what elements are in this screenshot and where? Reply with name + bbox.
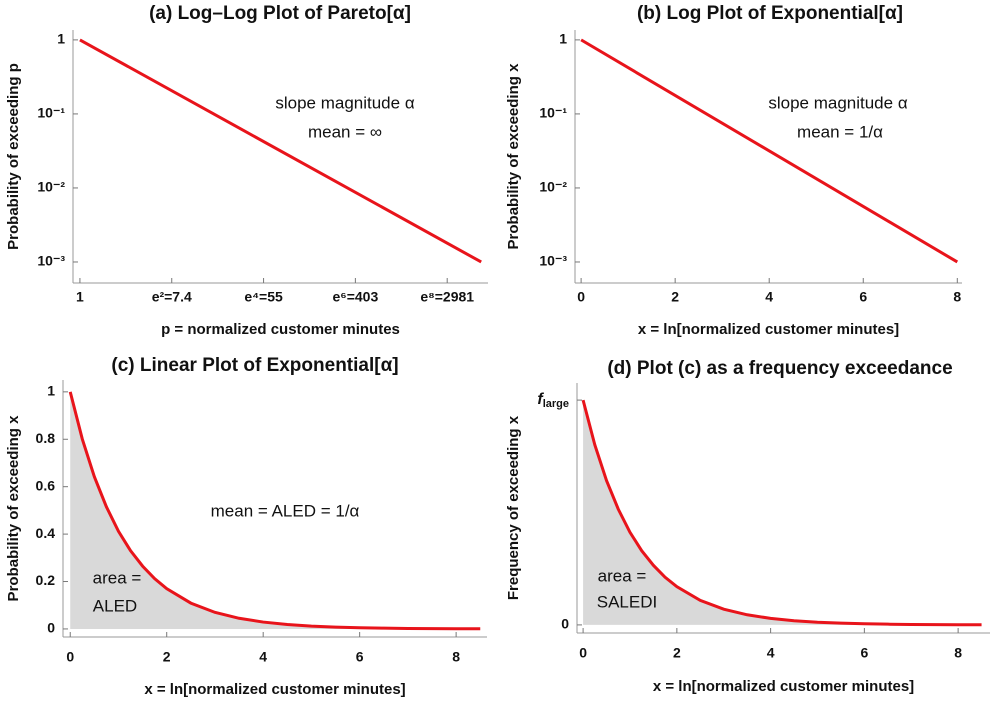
curve [68,391,481,631]
annotation: mean = 1/α [797,122,883,141]
x-tick-label: 0 [577,289,585,305]
x-tick-label: 0 [66,649,74,665]
x-tick-label: 6 [860,645,868,661]
tick-subscript: large [543,398,569,410]
panel-title: (d) Plot (c) as a frequency exceedance [607,358,952,379]
annotation: area = [598,566,647,585]
x-tick-label: 0 [579,645,587,661]
x-tick-label: 2 [671,289,679,305]
y-tick-label: flarge [537,391,569,410]
x-tick-label: 6 [859,289,867,305]
annotation: area = [93,568,142,587]
area-fill [583,400,982,625]
curve [581,399,982,627]
x-tick-label: e²=7.4 [152,289,192,305]
x-tick-label: 4 [765,289,773,305]
annotation: SALEDI [597,592,657,611]
x-tick-label: e⁴=55 [244,289,283,305]
x-tick-label: 2 [163,649,171,665]
y-tick-label: 0.2 [36,572,56,588]
x-tick-label: 8 [953,289,961,305]
y-tick-label: 1 [559,31,567,47]
y-axis-label: Probability of exceeding x [5,415,22,602]
y-tick-label: 0.6 [36,477,56,493]
x-tick-label: 2 [673,645,681,661]
annotation: slope magnitude α [275,93,414,112]
y-tick-label: 10⁻² [37,179,65,195]
x-tick-label: e⁸=2981 [420,289,474,305]
x-tick-label: 8 [954,645,962,661]
annotation: ALED [93,596,137,615]
x-tick-label: 4 [259,649,267,665]
y-tick-label: 0.8 [36,430,56,446]
y-tick-label: 0 [561,616,569,632]
x-tick-label: 6 [356,649,364,665]
panel: (a) Log–Log Plot of Pareto[α] p = normali… [5,3,488,338]
panel: (d) Plot (c) as a frequency exceedance x … [505,358,990,695]
x-tick-label: e⁶=403 [332,289,378,305]
y-tick-label: 1 [47,383,55,399]
annotation: mean = ALED = 1/α [211,501,360,520]
x-axis-label: x = ln[normalized customer minutes] [653,678,914,695]
annotation: mean = ∞ [308,122,382,141]
area-fill [70,391,481,629]
panel-title: (b) Log Plot of Exponential[α] [637,3,903,24]
x-tick-label: 1 [76,289,84,305]
x-axis-label: x = ln[normalized customer minutes] [638,321,899,338]
y-tick-label: 10⁻¹ [37,105,65,121]
y-axis-label: Probability of exceeding p [5,63,22,250]
y-tick-label: 10⁻³ [539,253,567,269]
x-axis-label: x = ln[normalized customer minutes] [144,681,405,698]
y-tick-label: 1 [57,31,65,47]
y-tick-label: 10⁻¹ [539,105,567,121]
panel-title: (a) Log–Log Plot of Pareto[α] [149,3,411,24]
x-tick-label: 8 [452,649,460,665]
x-tick-label: 4 [767,645,775,661]
y-axis-label: Frequency of exceeding x [505,415,522,600]
tick-base: f [537,391,544,408]
y-tick-label: 0 [47,620,55,636]
curve [580,38,959,264]
panel: (b) Log Plot of Exponential[α] x = ln[nor… [505,3,962,338]
y-axis-label: Probability of exceeding x [505,63,522,250]
panel: (c) Linear Plot of Exponential[α] x = ln[… [5,355,487,698]
y-tick-label: 10⁻² [539,179,567,195]
y-tick-label: 10⁻³ [37,253,65,269]
y-tick-label: 0.4 [36,525,56,541]
annotation: slope magnitude α [768,93,907,112]
curve [79,38,482,264]
panel-title: (c) Linear Plot of Exponential[α] [111,355,398,376]
x-axis-label: p = normalized customer minutes [161,321,400,338]
